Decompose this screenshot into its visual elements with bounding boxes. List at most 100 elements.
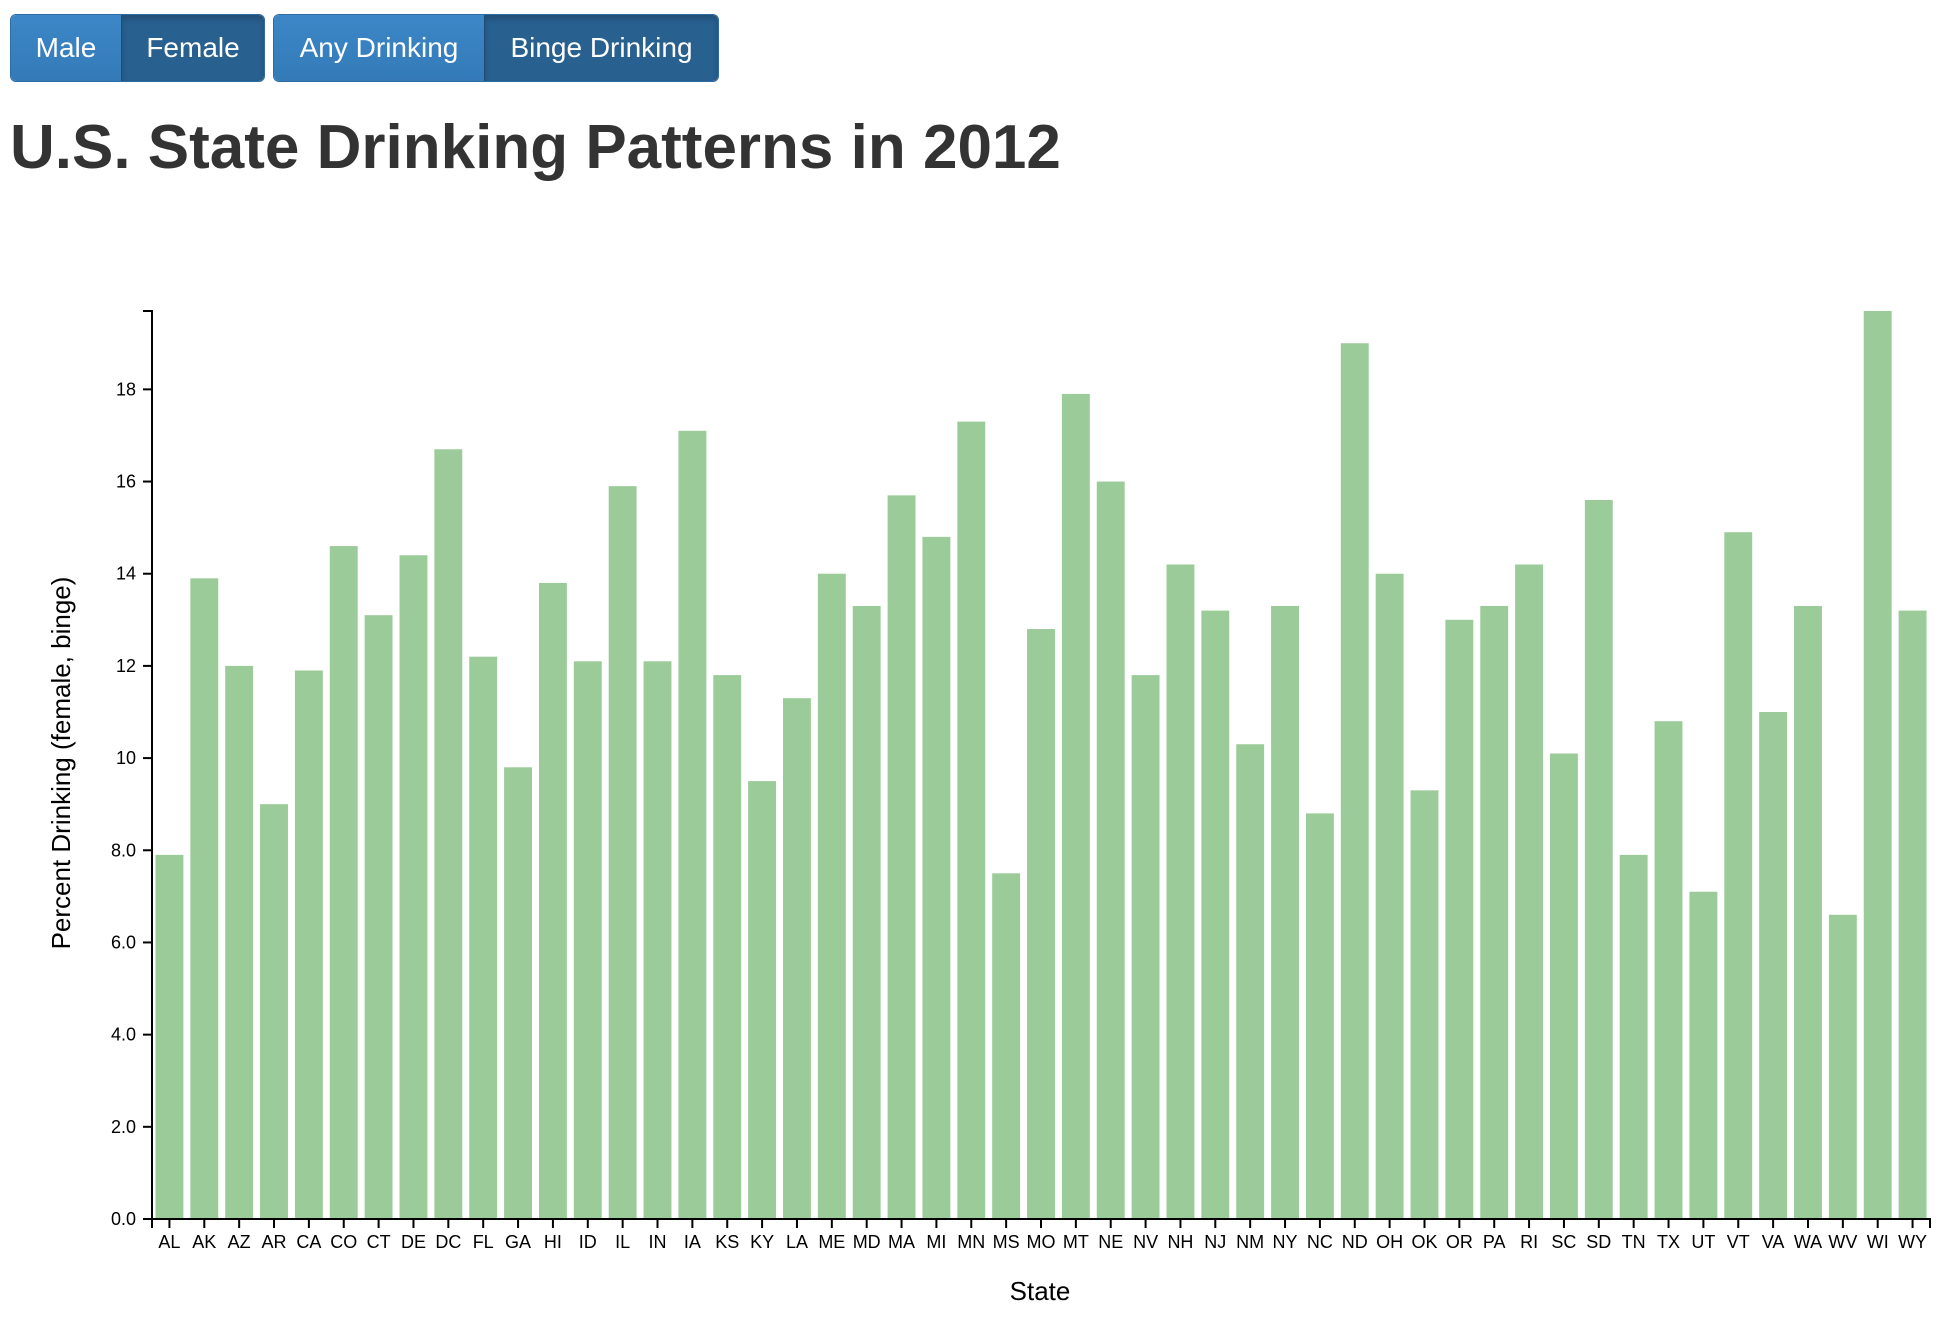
x-tick-label-sc: SC bbox=[1551, 1232, 1576, 1252]
bar-ks bbox=[713, 675, 742, 1219]
bar-mo bbox=[1027, 629, 1055, 1219]
x-axis-title: State bbox=[1010, 1276, 1071, 1306]
bar-ar bbox=[260, 804, 288, 1219]
x-tick-label-az: AZ bbox=[228, 1232, 251, 1252]
x-tick-label-pa: PA bbox=[1483, 1232, 1506, 1252]
bar-nh bbox=[1166, 564, 1195, 1219]
x-tick-label-md: MD bbox=[853, 1232, 881, 1252]
bar-oh bbox=[1375, 573, 1404, 1219]
y-axis-line bbox=[143, 310, 153, 1220]
bar-wa bbox=[1794, 605, 1822, 1219]
y-axis-title: Percent Drinking (female, binge) bbox=[46, 577, 76, 950]
bar-dc bbox=[434, 449, 463, 1219]
x-tick-label-dc: DC bbox=[435, 1232, 461, 1252]
y-tick-label: 6.0 bbox=[111, 932, 136, 952]
bar-wi bbox=[1863, 311, 1892, 1219]
male-button[interactable]: Male bbox=[11, 15, 121, 81]
x-tick-label-nh: NH bbox=[1167, 1232, 1193, 1252]
x-axis: AL AK AZ AR CA CO CT DE DC FL GA HI ID IL IN IA KS KY LA ME… bbox=[151, 1218, 1931, 1252]
x-tick-label-mi: MI bbox=[926, 1232, 946, 1252]
bar-tn bbox=[1619, 854, 1648, 1219]
x-tick-label-mt: MT bbox=[1063, 1232, 1089, 1252]
y-tick-label: 12 bbox=[116, 656, 136, 676]
bar-mn bbox=[957, 421, 986, 1219]
x-tick-label-ri: RI bbox=[1520, 1232, 1538, 1252]
bar-sd bbox=[1584, 499, 1613, 1220]
x-tick-label-hi: HI bbox=[544, 1232, 562, 1252]
x-tick-label-ma: MA bbox=[888, 1232, 915, 1252]
x-tick-label-ak: AK bbox=[192, 1232, 216, 1252]
x-tick-label-al: AL bbox=[158, 1232, 180, 1252]
bar-va bbox=[1759, 711, 1788, 1219]
bar-nv bbox=[1131, 675, 1160, 1219]
bar-ms bbox=[992, 873, 1021, 1219]
x-tick-label-ar: AR bbox=[262, 1232, 287, 1252]
bar-vt bbox=[1724, 532, 1753, 1219]
sex-toggle-group: Male Female bbox=[10, 14, 265, 82]
bar-mi bbox=[922, 536, 951, 1219]
x-tick-label-nv: NV bbox=[1133, 1232, 1158, 1252]
y-tick-label: 18 bbox=[116, 379, 136, 399]
bar-ut bbox=[1689, 891, 1718, 1219]
bar-al bbox=[155, 854, 184, 1219]
y-tick-label: 10 bbox=[116, 748, 136, 768]
bar-la bbox=[783, 698, 811, 1219]
x-tick-label-ny: NY bbox=[1273, 1232, 1298, 1252]
x-tick-label-nc: NC bbox=[1307, 1232, 1333, 1252]
bar-ak bbox=[190, 578, 219, 1219]
bar-ne bbox=[1096, 481, 1125, 1219]
bar-ct bbox=[364, 615, 393, 1219]
bar-ky bbox=[748, 781, 777, 1219]
x-tick-label-de: DE bbox=[401, 1232, 426, 1252]
x-tick-label-la: LA bbox=[786, 1232, 808, 1252]
x-tick-label-me: ME bbox=[818, 1232, 845, 1252]
female-button[interactable]: Female bbox=[121, 15, 264, 81]
bar-fl bbox=[469, 656, 498, 1219]
x-tick-label-tx: TX bbox=[1657, 1232, 1680, 1252]
x-tick-label-wa: WA bbox=[1794, 1232, 1822, 1252]
bar-nm bbox=[1236, 744, 1265, 1219]
x-tick-label-va: VA bbox=[1762, 1232, 1785, 1252]
x-tick-label-sd: SD bbox=[1586, 1232, 1611, 1252]
bar-ga bbox=[504, 767, 532, 1219]
bar-in bbox=[643, 661, 672, 1219]
bar-me bbox=[817, 573, 846, 1219]
bar-md bbox=[852, 605, 881, 1219]
x-tick-label-ut: UT bbox=[1691, 1232, 1715, 1252]
x-tick-label-wy: WY bbox=[1898, 1232, 1927, 1252]
bar-tx bbox=[1654, 721, 1683, 1219]
binge-drinking-button[interactable]: Binge Drinking bbox=[484, 15, 718, 81]
x-tick-label-ok: OK bbox=[1411, 1232, 1437, 1252]
x-tick-label-ca: CA bbox=[296, 1232, 321, 1252]
bar-nj bbox=[1201, 610, 1230, 1219]
drinking-type-toggle-group: Any Drinking Binge Drinking bbox=[273, 14, 719, 82]
x-tick-label-fl: FL bbox=[473, 1232, 494, 1252]
y-tick-label: 2.0 bbox=[111, 1117, 136, 1137]
x-tick-label-id: ID bbox=[579, 1232, 597, 1252]
page-title: U.S. State Drinking Patterns in 2012 bbox=[10, 113, 1061, 182]
y-axis: 0.0 2.0 4.0 6.0 8.0 10 12 14 16 18 bbox=[111, 310, 153, 1229]
bar-ri bbox=[1515, 564, 1544, 1219]
bar-wy bbox=[1898, 610, 1927, 1219]
x-tick-label-tn: TN bbox=[1622, 1232, 1646, 1252]
bar-de bbox=[399, 555, 428, 1219]
x-tick-label-ne: NE bbox=[1098, 1232, 1123, 1252]
x-tick-label-ks: KS bbox=[715, 1232, 739, 1252]
bar-nd bbox=[1340, 343, 1369, 1219]
bar-az bbox=[225, 665, 254, 1219]
bar-ok bbox=[1410, 790, 1439, 1219]
bar-nc bbox=[1305, 813, 1334, 1219]
x-tick-label-ga: GA bbox=[505, 1232, 531, 1252]
bar-mt bbox=[1061, 393, 1090, 1220]
bar-id bbox=[573, 661, 602, 1219]
x-tick-label-ia: IA bbox=[684, 1232, 701, 1252]
x-tick-label-il: IL bbox=[615, 1232, 630, 1252]
any-drinking-button[interactable]: Any Drinking bbox=[274, 15, 484, 81]
bar-ia bbox=[678, 430, 707, 1220]
x-tick-label-ct: CT bbox=[367, 1232, 391, 1252]
x-tick-label-ky: KY bbox=[750, 1232, 774, 1252]
y-tick-label: 14 bbox=[116, 564, 136, 584]
bar-co bbox=[329, 546, 358, 1219]
y-tick-label: 0.0 bbox=[111, 1209, 136, 1229]
